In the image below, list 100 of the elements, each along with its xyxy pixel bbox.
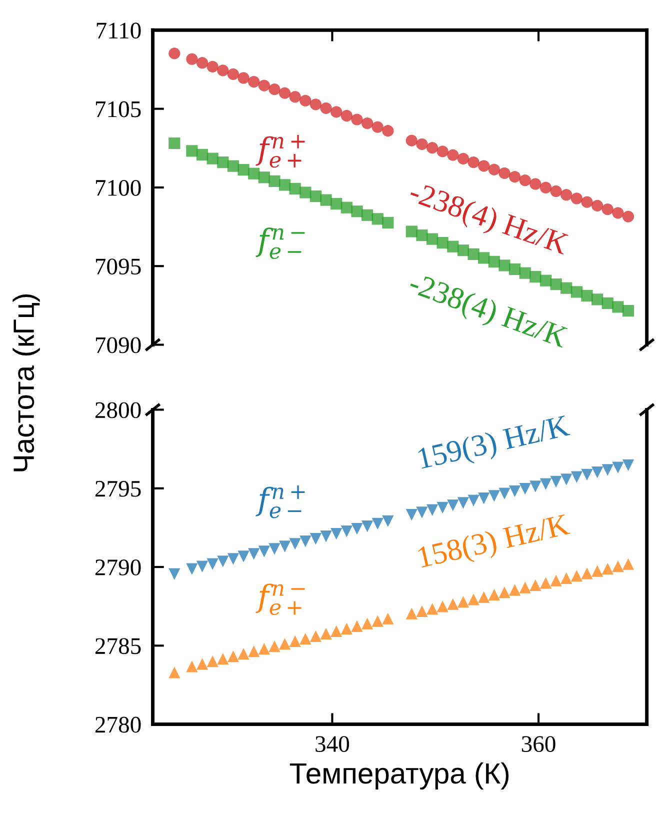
point (530, 178, 542, 190)
point (320, 628, 332, 640)
point (330, 106, 342, 118)
point (196, 148, 208, 161)
point (612, 207, 624, 219)
point (278, 638, 291, 650)
point (426, 233, 438, 245)
point (186, 145, 198, 157)
point (206, 152, 218, 164)
point (622, 210, 634, 222)
point (612, 462, 624, 474)
point (310, 98, 322, 110)
point (406, 608, 418, 620)
point (382, 515, 394, 528)
point (570, 471, 582, 483)
point (457, 244, 470, 256)
point (508, 263, 521, 276)
point (550, 574, 562, 586)
point (278, 87, 291, 99)
point (278, 179, 291, 191)
point (416, 138, 428, 150)
point (258, 80, 270, 92)
point (560, 474, 572, 486)
point (217, 64, 229, 76)
y-tick-label: 2790 (95, 559, 141, 576)
point (382, 216, 394, 228)
point (351, 114, 363, 126)
point (361, 520, 374, 532)
point (361, 117, 374, 130)
y-tick-label: 2795 (95, 480, 141, 497)
point (268, 543, 280, 555)
point (340, 525, 352, 538)
x-tick-label: 340 (316, 736, 350, 752)
point (498, 586, 510, 598)
point (530, 480, 542, 492)
point (560, 282, 572, 294)
point (196, 658, 208, 670)
point (351, 522, 363, 535)
point (330, 528, 342, 540)
y-tick-label: 2800 (95, 402, 141, 418)
point (581, 468, 593, 480)
y-axis-title: Частота (кГц) (12, 294, 40, 472)
point (340, 622, 352, 634)
point (508, 584, 521, 596)
point (238, 648, 250, 660)
point (372, 121, 384, 133)
point (361, 618, 374, 630)
point (168, 137, 180, 150)
point (300, 632, 312, 645)
point (300, 536, 312, 548)
point (478, 160, 490, 172)
point (330, 625, 342, 637)
y-tick-label: 7090 (96, 337, 141, 354)
series-label: f$^{n+}$$_{e+}$ (256, 134, 305, 168)
point (560, 572, 572, 584)
point (248, 548, 260, 560)
point (320, 102, 332, 114)
point (382, 612, 394, 624)
point (227, 160, 240, 172)
point (612, 560, 624, 572)
point (320, 194, 332, 206)
point (622, 558, 634, 570)
point (406, 134, 418, 146)
point (361, 209, 374, 221)
point (581, 196, 593, 208)
point (406, 508, 418, 521)
point (351, 206, 363, 218)
point (488, 164, 500, 176)
point (238, 550, 250, 562)
point (591, 466, 604, 478)
series-label: f$^{n−}$$_{e−}$ (256, 228, 305, 259)
point (217, 156, 229, 168)
point (468, 156, 480, 168)
point (468, 594, 480, 606)
point (310, 533, 322, 545)
point (300, 94, 312, 106)
point (622, 459, 634, 472)
point (258, 642, 270, 655)
point (591, 565, 604, 577)
point (217, 653, 229, 665)
point (570, 192, 582, 204)
point (447, 598, 459, 610)
point (248, 168, 260, 180)
point (550, 185, 562, 198)
point (238, 72, 250, 84)
point (519, 267, 531, 279)
point (289, 635, 301, 648)
point (591, 294, 604, 306)
point (436, 237, 448, 249)
point (206, 558, 218, 570)
point (602, 464, 614, 476)
point (206, 60, 218, 72)
point (436, 502, 448, 514)
point (508, 485, 521, 497)
point (436, 146, 448, 158)
point (278, 540, 291, 552)
point (426, 504, 438, 516)
series-label: f$^{n+}$$_{e−}$ (256, 485, 305, 518)
point (530, 270, 542, 283)
point (372, 518, 384, 530)
